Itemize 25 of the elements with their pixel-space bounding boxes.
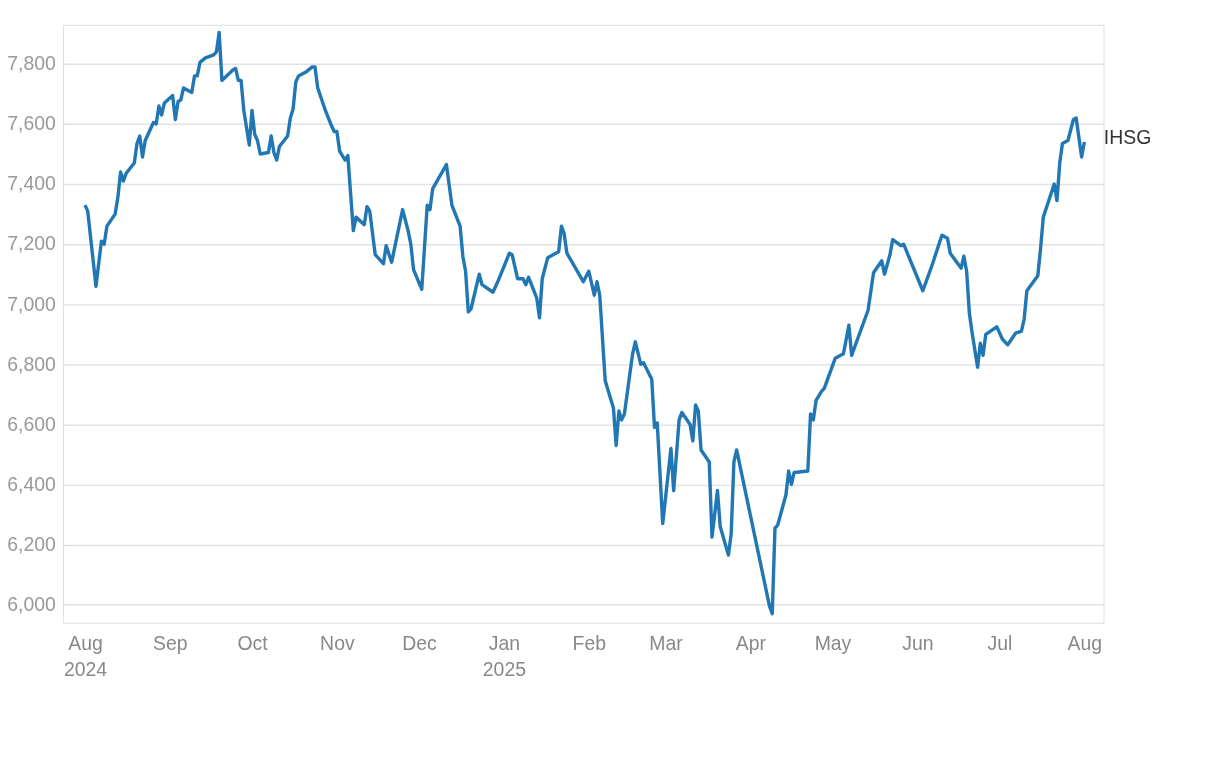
x-tick-label: Feb bbox=[572, 632, 606, 655]
y-tick-label: 7,800 bbox=[7, 52, 56, 75]
x-tick-label: Mar bbox=[649, 632, 684, 655]
y-tick-label: 7,400 bbox=[7, 172, 56, 195]
y-tick-label: 6,200 bbox=[7, 532, 56, 555]
x-tick-label: Aug 2024 bbox=[63, 632, 108, 680]
x-tick-label: Aug bbox=[1067, 632, 1103, 655]
y-tick-label: 7,600 bbox=[7, 112, 56, 135]
y-tick-label: 6,800 bbox=[7, 352, 56, 375]
x-tick-label: Jun bbox=[902, 632, 934, 655]
x-tick-label: Apr bbox=[735, 632, 767, 655]
x-tick-label: Dec bbox=[402, 632, 438, 655]
y-tick-label: 6,600 bbox=[7, 412, 56, 435]
series-label: IHSG bbox=[1103, 125, 1152, 148]
y-tick-label: 7,000 bbox=[7, 292, 56, 315]
x-tick-label: Jul bbox=[987, 632, 1013, 655]
y-tick-label: 7,200 bbox=[7, 232, 56, 255]
x-tick-label: Oct bbox=[237, 632, 269, 655]
x-tick-label: Sep bbox=[153, 632, 188, 655]
line-series bbox=[83, 30, 1087, 616]
y-tick-label: 6,400 bbox=[7, 472, 56, 495]
x-tick-label: Jan 2025 bbox=[482, 632, 526, 680]
x-tick-label: Nov bbox=[320, 632, 355, 655]
x-tick-label: May bbox=[814, 632, 852, 655]
y-tick-label: 6,000 bbox=[7, 593, 56, 615]
